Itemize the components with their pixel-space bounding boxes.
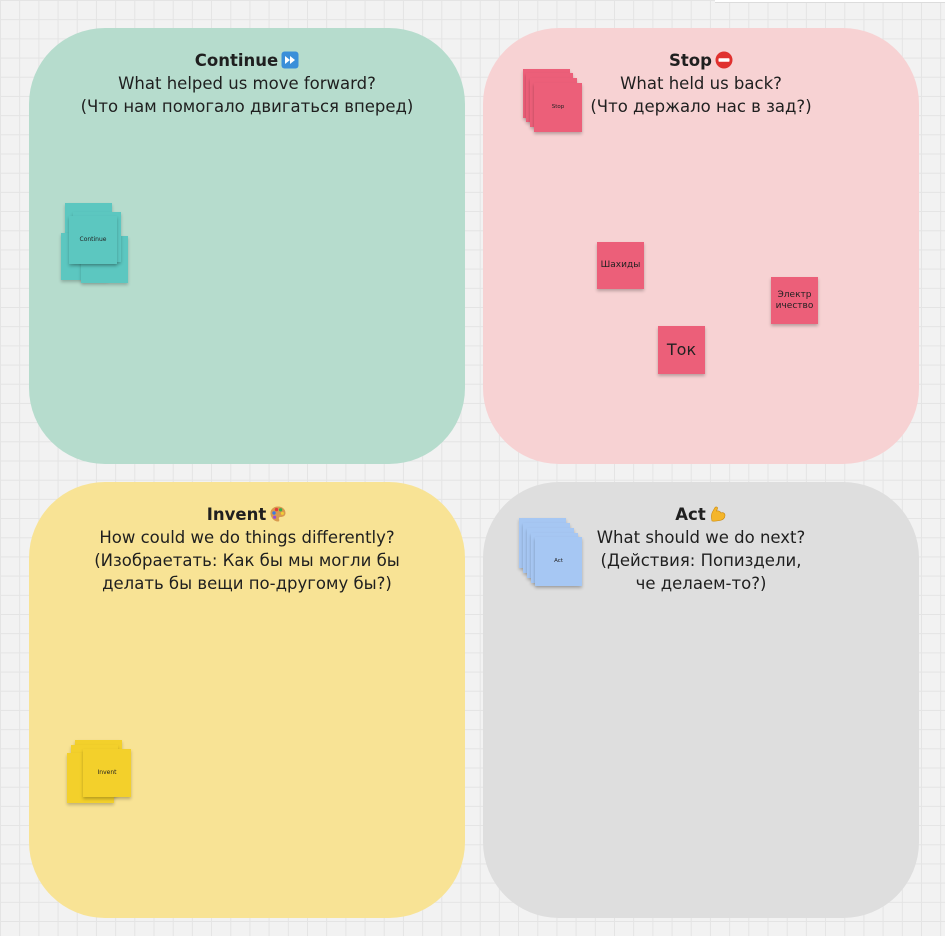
continue-title: Continue: [29, 49, 465, 72]
sticky-note-act[interactable]: Act: [535, 537, 582, 586]
act-question: What should we do next?: [596, 528, 806, 547]
stop-title: Stop: [483, 49, 919, 72]
sticky-note-continue[interactable]: Continue: [69, 216, 117, 264]
act-translation-line2: че делаем-то?): [635, 574, 767, 593]
invent-question: How could we do things differently?: [99, 528, 395, 547]
sticky-note-electricity[interactable]: Электр ичество: [771, 277, 818, 324]
flexed-biceps-icon: [710, 506, 726, 522]
artist-palette-icon: [270, 506, 286, 522]
invent-translation-line1: (Изобраетать: Как бы мы могли бы: [94, 551, 400, 570]
sticky-note-shahidy[interactable]: Шахиды: [597, 242, 644, 289]
invent-frame[interactable]: Invent How could we do things differentl…: [29, 482, 465, 918]
no-entry-icon: [715, 51, 733, 69]
continue-question: What helped us move forward?: [118, 74, 376, 93]
invent-translation-line2: делать бы вещи по-другому бы?): [102, 574, 392, 593]
top-toolbar-edge: [715, 0, 945, 3]
continue-translation: (Что нам помогало двигаться вперед): [80, 97, 414, 116]
sticky-note-invent[interactable]: Invent: [83, 749, 131, 797]
sticky-note-stop[interactable]: Stop: [534, 83, 582, 132]
act-translation-line1: (Действия: Попиздели,: [600, 551, 802, 570]
stop-question: What held us back?: [620, 74, 782, 93]
fast-forward-icon: [281, 51, 299, 69]
sticky-note-tok[interactable]: Ток: [658, 326, 705, 374]
act-title: Act: [483, 503, 919, 526]
invent-title: Invent: [29, 503, 465, 526]
stop-translation: (Что держало нас в зад?): [590, 97, 812, 116]
